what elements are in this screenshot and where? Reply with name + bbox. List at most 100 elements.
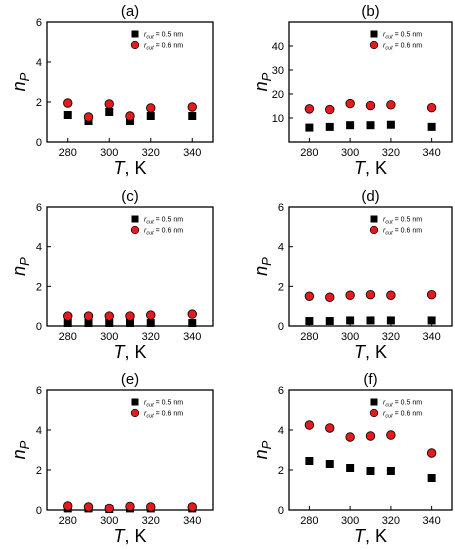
data-point-circle (146, 502, 156, 512)
panel-label: (c) (121, 188, 139, 205)
data-point-circle (325, 104, 335, 115)
panel-d: (d) 280 300 320 340 0 2 4 6 T, K nP rcut = 0.5 nm rc… (251, 188, 453, 362)
data-point-circle (187, 102, 197, 112)
y-tick-label: 2 (36, 281, 42, 293)
data-point-square (427, 316, 436, 325)
legend-marker-square (370, 215, 378, 223)
y-tick-label: 0 (36, 137, 42, 149)
x-tick-label: 320 (142, 331, 160, 343)
data-point-circle (146, 310, 156, 320)
x-tick-label: 300 (341, 515, 359, 527)
data-point-circle (83, 311, 94, 321)
data-point-circle (125, 501, 135, 512)
y-tick-label: 40 (272, 41, 284, 53)
y-tick-label: 0 (36, 505, 42, 517)
legend-label: rcut = 0.6 nm (144, 411, 183, 420)
y-tick-label: 30 (272, 65, 284, 77)
y-tick-label: 6 (36, 17, 42, 29)
data-point-square (305, 317, 314, 326)
data-point-square (126, 117, 134, 125)
data-point-square (386, 120, 395, 129)
data-point-circle (365, 100, 376, 111)
data-point-square (146, 112, 155, 120)
legend-marker-circle (369, 40, 379, 50)
y-tick-label: 4 (36, 242, 42, 254)
legend-label: rcut = 0.6 nm (383, 43, 422, 52)
x-tick-label: 340 (183, 331, 201, 343)
data-point-circle (83, 112, 94, 122)
y-tick-label: 10 (272, 113, 284, 125)
x-tick-label: 280 (59, 147, 77, 159)
data-point-square (105, 108, 114, 116)
legend-label: rcut = 0.6 nm (383, 228, 422, 237)
y-tick-label: 2 (36, 97, 42, 109)
data-point-square (346, 464, 355, 472)
legend-label: rcut = 0.5 nm (144, 400, 183, 409)
plot-frame (46, 206, 214, 327)
data-point-square (366, 467, 375, 475)
legend-marker-circle (130, 408, 140, 418)
x-tick-label: 280 (59, 331, 77, 343)
panel-label: (d) (361, 188, 379, 205)
x-tick-label: 320 (382, 147, 400, 159)
data-point-circle (365, 289, 376, 300)
x-tick-label: 300 (100, 515, 118, 527)
legend-marker-square (370, 398, 378, 406)
legend-label: rcut = 0.6 nm (144, 228, 183, 237)
data-point-circle (63, 98, 73, 108)
x-axis-label: T, K (113, 526, 146, 546)
data-point-square (427, 474, 436, 482)
data-point-circle (187, 502, 197, 512)
data-point-circle (325, 292, 335, 302)
plot-frame (288, 21, 453, 143)
data-point-square (63, 319, 72, 328)
data-point-circle (386, 430, 396, 440)
y-tick-label: 20 (272, 89, 284, 101)
y-tick-label: 2 (36, 465, 42, 477)
data-point-circle (125, 311, 135, 321)
plot-frame (46, 21, 214, 143)
panel-b: (b) 280 300 320 340 10 20 30 40 T, K nP rcut = 0.5 … (251, 3, 453, 178)
panel-label: (b) (361, 3, 379, 20)
data-point-circle (104, 99, 114, 109)
x-tick-label: 340 (422, 515, 440, 527)
data-point-square (305, 123, 314, 132)
x-tick-label: 320 (142, 515, 160, 527)
data-point-square (105, 319, 114, 328)
legend-label: rcut = 0.5 nm (383, 32, 422, 41)
data-point-square (188, 319, 197, 328)
x-tick-label: 340 (422, 331, 440, 343)
plot-frame (288, 389, 453, 511)
plot-frame (288, 206, 453, 327)
x-tick-label: 320 (382, 331, 400, 343)
data-point-circle (365, 431, 376, 441)
legend-label: rcut = 0.5 nm (383, 217, 422, 226)
plot-frame (46, 389, 214, 511)
data-point-square (366, 121, 375, 130)
x-axis-label: T, K (113, 158, 146, 178)
y-tick-label: 0 (278, 505, 284, 517)
data-point-circle (426, 102, 437, 113)
y-tick-label: 6 (36, 385, 42, 397)
data-point-circle (345, 98, 355, 109)
data-point-square (146, 319, 155, 328)
data-point-circle (386, 290, 396, 300)
legend-marker-square (131, 215, 139, 223)
legend-marker-square (370, 30, 378, 38)
panel-label: (a) (121, 3, 139, 20)
y-tick-label: 2 (278, 465, 284, 477)
x-tick-label: 280 (300, 147, 318, 159)
panel-c: (c) 280 300 320 340 0 2 4 6 T, K nP rcut = 0.5 nm rc… (9, 188, 214, 362)
y-axis-label: nP (251, 257, 274, 276)
x-tick-label: 300 (100, 147, 118, 159)
data-point-circle (83, 502, 94, 512)
data-point-circle (104, 311, 114, 321)
x-tick-label: 340 (422, 147, 440, 159)
y-tick-label: 6 (278, 202, 284, 214)
panel-label: (f) (363, 371, 377, 388)
x-tick-label: 300 (341, 331, 359, 343)
y-tick-label: 4 (36, 57, 42, 69)
data-point-circle (426, 448, 437, 458)
data-point-circle (104, 503, 114, 514)
legend-label: rcut = 0.5 nm (144, 32, 183, 41)
